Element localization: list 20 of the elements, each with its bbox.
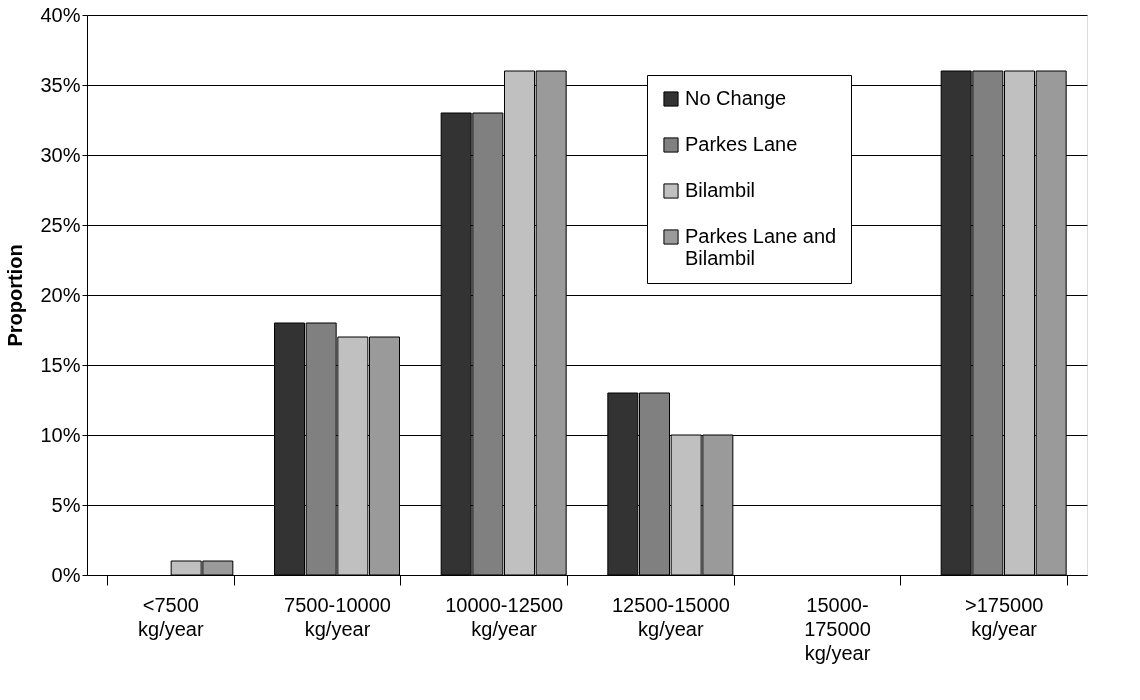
x-tick-label: 12500-15000 kg/year xyxy=(611,593,730,640)
y-tick-label: 35% xyxy=(40,73,81,96)
y-tick-label: 30% xyxy=(40,143,81,166)
legend-label: No Change xyxy=(685,87,787,109)
y-tick-label: 0% xyxy=(51,563,81,586)
y-tick-label: 25% xyxy=(40,213,81,236)
y-tick-label: 10% xyxy=(40,423,81,446)
x-tick-label: 10000-12500 kg/year xyxy=(445,593,564,640)
y-tick-label: 15% xyxy=(40,353,81,376)
y-axis-title: Proportion xyxy=(4,244,27,347)
legend-label: Parkes Lane and Bilambil xyxy=(685,225,837,269)
legend-label: Bilambil xyxy=(685,179,756,201)
legend-label: Parkes Lane xyxy=(685,133,798,155)
y-tick-label: 40% xyxy=(40,3,81,26)
y-tick-label: 20% xyxy=(40,283,81,306)
x-tick-label: >175000 kg/year xyxy=(964,593,1044,640)
y-tick-label: 5% xyxy=(51,493,81,516)
x-tick-label: 7500-10000 kg/year xyxy=(284,593,391,640)
x-tick-label: <7500 kg/year xyxy=(138,593,204,640)
x-tick-label: 15000- 175000 kg/year xyxy=(804,593,871,664)
